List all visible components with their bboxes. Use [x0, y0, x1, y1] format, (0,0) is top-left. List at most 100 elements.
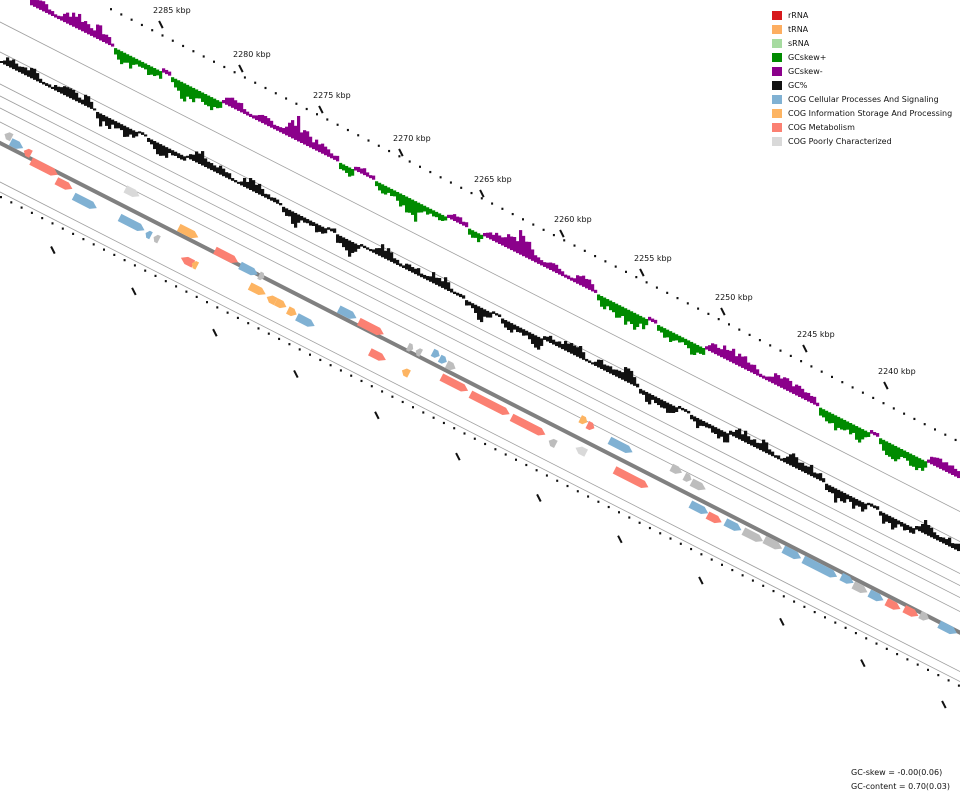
- gc-skew-pos-bar: [402, 195, 406, 206]
- gc-content-bar: [90, 101, 94, 109]
- gc-skew-neg-bar: [531, 249, 535, 261]
- ruler-minor-tick: [501, 207, 504, 210]
- gc-content-bar: [357, 245, 361, 249]
- ruler-minor-tick: [861, 391, 864, 394]
- gc-skew-neg-bar: [327, 149, 331, 157]
- gc-skew-neg-bar: [750, 364, 754, 373]
- gc-content-bar: [480, 307, 484, 323]
- gc-content-bar: [456, 292, 460, 296]
- ruler-minor-tick: [470, 191, 473, 195]
- gc-content-bar: [24, 67, 28, 76]
- gc-content-bar: [924, 520, 928, 535]
- gc-content-bar: [204, 158, 208, 168]
- gc-content-bar: [342, 237, 346, 248]
- gc-content-bar: [711, 425, 715, 433]
- gc-skew-pos-bar: [633, 312, 637, 330]
- ruler-minor-tick: [161, 34, 164, 37]
- ruler-minor-tick: [182, 44, 185, 48]
- gc-skew-pos-bar: [141, 61, 145, 68]
- gc-skew-neg-bar: [54, 14, 58, 18]
- gc-content-bar: [162, 145, 166, 156]
- ruler-minor-tick: [233, 71, 236, 74]
- gene-feature-cps: [781, 545, 802, 560]
- ruler-minor-tick: [504, 453, 507, 456]
- gc-skew-neg-bar: [786, 378, 790, 391]
- gc-content-bar: [921, 523, 925, 533]
- ruler-major-tick: [802, 344, 808, 353]
- gc-skew-pos-bar: [471, 230, 475, 238]
- track-guide-line: [0, 83, 960, 575]
- ruler-minor-tick: [738, 328, 741, 331]
- gc-skew-neg-bar: [762, 375, 766, 379]
- gc-content-bar: [132, 130, 136, 138]
- gc-skew-neg-bar: [939, 458, 943, 469]
- gc-skew-neg-bar: [270, 120, 274, 128]
- ruler-minor-tick: [710, 558, 713, 561]
- gc-skew-pos-bar: [351, 169, 355, 176]
- gc-content-bar: [837, 489, 841, 499]
- ruler-minor-tick: [288, 343, 291, 346]
- gc-skew-pos-bar: [882, 439, 886, 451]
- gc-content-bar: [864, 503, 868, 510]
- gc-skew-pos-bar: [699, 346, 703, 354]
- gene-feature-met: [54, 177, 73, 190]
- gc-content-bar: [492, 311, 496, 314]
- gc-skew-neg-bar: [930, 456, 934, 465]
- gc-skew-neg-bar: [45, 4, 49, 13]
- gc-content-bar: [27, 70, 31, 77]
- gc-skew-neg-bar: [285, 126, 289, 136]
- gc-skew-neg-bar: [720, 349, 724, 358]
- gc-skew-neg-bar: [936, 457, 940, 468]
- legend-swatch: [772, 38, 782, 48]
- gc-content-bar: [768, 449, 772, 455]
- gc-skew-neg-bar: [738, 353, 742, 367]
- gc-content-bar: [18, 66, 22, 73]
- gc-skew-pos-bar: [912, 455, 916, 467]
- ruler-minor-tick: [202, 55, 205, 58]
- ruler-minor-tick: [326, 118, 329, 121]
- gc-content-bar: [66, 87, 70, 97]
- gc-content-bar: [948, 537, 952, 547]
- ruler-minor-tick: [51, 222, 54, 225]
- ruler-minor-tick: [113, 253, 116, 256]
- ruler-minor-tick: [556, 479, 559, 482]
- gc-content-bar: [786, 456, 790, 464]
- gc-content-bar: [348, 240, 352, 257]
- gc-skew-neg-bar: [363, 168, 367, 176]
- gc-skew-neg-bar: [357, 166, 361, 173]
- gc-skew-neg-bar: [540, 260, 544, 266]
- ruler-minor-tick: [370, 385, 373, 388]
- ruler-minor-tick: [278, 337, 281, 341]
- ruler-major-tick: [720, 307, 726, 316]
- gc-content-bar: [930, 527, 934, 538]
- gc-content-bar: [21, 66, 25, 74]
- ruler-minor-tick: [597, 500, 600, 503]
- gc-skew-pos-bar: [921, 459, 925, 471]
- gc-skew-pos-bar: [879, 438, 883, 445]
- gc-content-bar: [717, 428, 721, 439]
- gc-content-bar: [858, 500, 862, 507]
- ruler-major-tick: [293, 369, 299, 379]
- gc-content-bar: [237, 181, 241, 184]
- ruler-minor-tick: [892, 407, 895, 410]
- gc-skew-pos-bar: [177, 80, 181, 91]
- gc-skew-neg-bar: [951, 465, 955, 476]
- ruler-minor-tick: [844, 626, 847, 629]
- gc-skew-neg-bar: [168, 71, 172, 76]
- gc-skew-neg-bar: [573, 278, 577, 283]
- ruler-minor-tick: [346, 128, 349, 132]
- gc-content-bar: [690, 414, 694, 420]
- gc-skew-neg-bar: [288, 122, 292, 137]
- gc-skew-pos-bar: [612, 302, 616, 313]
- gc-content-bar: [315, 223, 319, 233]
- gene-feature-grey: [741, 527, 763, 542]
- gc-content-bar: [753, 439, 757, 448]
- gc-content-bar: [564, 341, 568, 351]
- gc-content-bar: [267, 194, 271, 200]
- ruler-minor-tick: [360, 379, 363, 383]
- gc-content-bar: [681, 407, 685, 411]
- gc-content-bar: [96, 111, 100, 119]
- gc-content-bar: [927, 525, 931, 536]
- gc-content-bar: [696, 417, 700, 429]
- gc-content-bar: [111, 119, 115, 125]
